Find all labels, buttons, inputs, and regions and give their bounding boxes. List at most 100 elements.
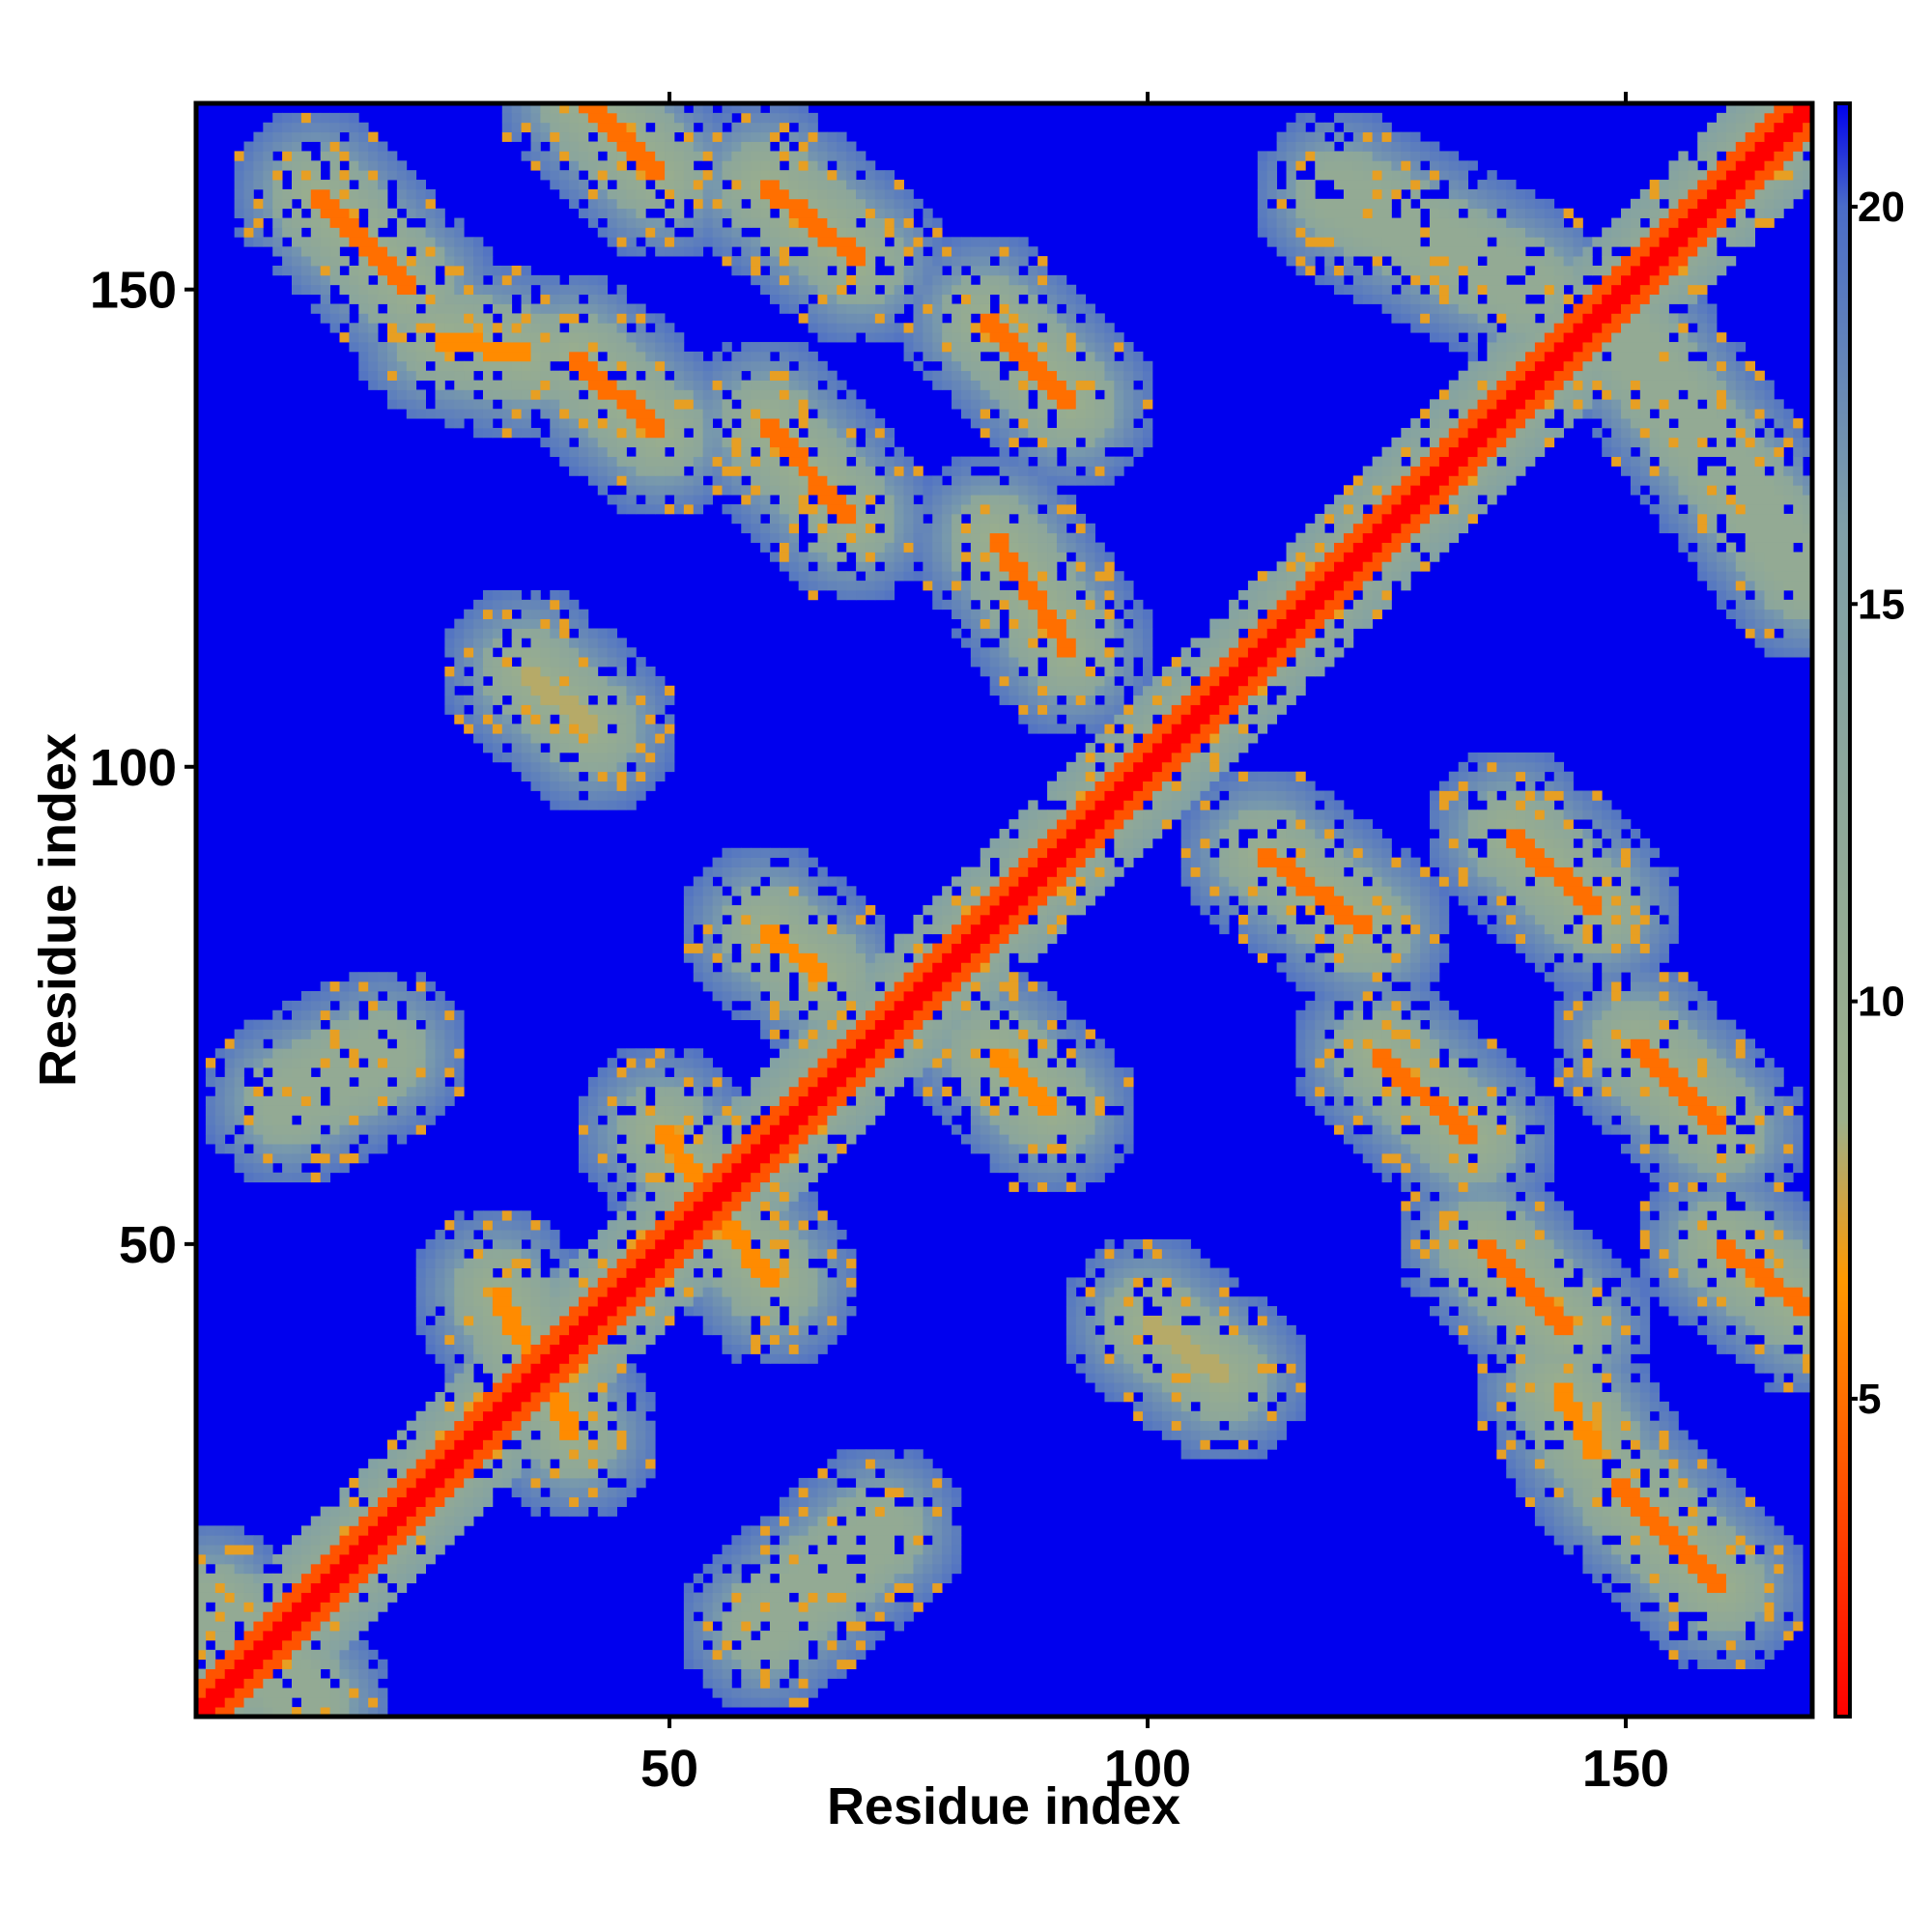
heatmap-cell	[1467, 1210, 1497, 1221]
heatmap-cell	[722, 1315, 732, 1326]
heatmap-cell	[1238, 1306, 1249, 1317]
heatmap-cell	[1668, 1115, 1679, 1125]
heatmap-cell	[1592, 1334, 1603, 1346]
heatmap-cell	[779, 1697, 790, 1708]
heatmap-cell	[1487, 1401, 1497, 1412]
heatmap-cell	[731, 1334, 742, 1346]
heatmap-cell	[798, 1038, 809, 1049]
heatmap-cell	[1477, 1277, 1488, 1288]
heatmap-cell	[1678, 1306, 1689, 1317]
heatmap-cell	[760, 1191, 771, 1202]
heatmap-cell	[827, 1592, 847, 1603]
heatmap-cell	[673, 1162, 704, 1174]
heatmap-cell	[1047, 1162, 1058, 1174]
heatmap-cell	[1477, 1162, 1488, 1174]
heatmap-cell	[1114, 1277, 1124, 1288]
heatmap-cell	[587, 1086, 599, 1097]
heatmap-cell	[1362, 1067, 1374, 1078]
heatmap-cell	[1420, 1134, 1431, 1145]
heatmap-cell	[808, 1267, 818, 1278]
heatmap-cell	[1553, 1267, 1565, 1278]
heatmap-cell	[1448, 1162, 1460, 1174]
heatmap-cell	[1764, 1086, 1775, 1097]
heatmap-cell	[1506, 1392, 1517, 1403]
heatmap-cell	[960, 990, 972, 1002]
heatmap-cell	[1219, 1306, 1230, 1317]
heatmap-cell	[1410, 1038, 1421, 1049]
heatmap-cell	[837, 1324, 847, 1336]
heatmap-cell	[1114, 1334, 1124, 1346]
heatmap-cell	[1018, 1000, 1029, 1011]
heatmap-cell	[1238, 1420, 1249, 1431]
heatmap-cell	[444, 1430, 465, 1440]
heatmap-cell	[569, 1258, 580, 1268]
heatmap-cell	[291, 1535, 302, 1546]
heatmap-cell	[1725, 1659, 1737, 1669]
heatmap-cell	[1649, 1554, 1661, 1565]
heatmap-cell	[1582, 1535, 1593, 1546]
heatmap-cell	[932, 1487, 943, 1498]
heatmap-cell	[1707, 1582, 1727, 1593]
heatmap-cell	[1639, 1067, 1651, 1078]
heatmap-cell	[1783, 1315, 1794, 1326]
heatmap-cell	[550, 1238, 560, 1250]
heatmap-cell	[1725, 1545, 1737, 1555]
heatmap-cell	[1659, 1000, 1669, 1011]
heatmap-cell	[196, 1621, 235, 1632]
heatmap-cell	[741, 1631, 752, 1641]
heatmap-cell	[655, 1267, 675, 1278]
heatmap-cell	[1487, 1230, 1497, 1240]
heatmap-cell	[243, 1162, 254, 1174]
heatmap-cell	[1688, 1230, 1698, 1240]
heatmap-cell	[1573, 1468, 1583, 1479]
heatmap-cell	[1592, 1516, 1603, 1526]
heatmap-cell	[1487, 1315, 1497, 1326]
heatmap-cell	[1659, 1009, 1669, 1021]
heatmap-cell	[1602, 1545, 1612, 1555]
heatmap-cell	[1065, 1353, 1077, 1364]
heatmap-cell	[1544, 1401, 1555, 1412]
heatmap-cell	[1180, 1410, 1191, 1422]
heatmap-cell	[980, 1029, 991, 1039]
heatmap-cell	[1123, 1324, 1134, 1336]
heatmap-cell	[779, 1563, 790, 1575]
heatmap-cell	[253, 1115, 264, 1125]
heatmap-cell	[214, 1525, 226, 1536]
heatmap-cell	[1803, 1210, 1813, 1221]
heatmap-cell	[425, 1545, 436, 1555]
heatmap-cell	[339, 1535, 359, 1546]
heatmap-cell	[1506, 1124, 1517, 1135]
heatmap-cell	[1219, 1430, 1230, 1440]
heatmap-cell	[1707, 1659, 1718, 1669]
heatmap-cell	[1467, 1344, 1478, 1354]
heatmap-cell	[1697, 1067, 1708, 1078]
heatmap-cell	[817, 1248, 828, 1260]
heatmap-cell	[310, 1516, 322, 1526]
heatmap-cell	[368, 1468, 379, 1479]
heatmap-cell	[741, 1210, 752, 1221]
heatmap-cell	[530, 1410, 541, 1422]
heatmap-cell	[435, 1029, 445, 1039]
heatmap-cell	[1094, 1152, 1105, 1164]
heatmap-cell	[827, 1459, 838, 1469]
heatmap-cell	[913, 1563, 923, 1575]
heatmap-cell	[1487, 1344, 1497, 1354]
heatmap-cell	[999, 972, 1009, 982]
heatmap-cell	[846, 1048, 876, 1059]
heatmap-cell	[550, 1468, 560, 1479]
heatmap-cell	[1430, 1172, 1440, 1183]
heatmap-cell	[196, 1631, 207, 1641]
heatmap-cell	[1534, 1373, 1546, 1383]
heatmap-cell	[1391, 1095, 1402, 1106]
heatmap-cell	[1621, 1554, 1632, 1565]
heatmap-cell	[1659, 1296, 1669, 1307]
heatmap-cell	[349, 1649, 359, 1661]
heatmap-cell	[1525, 1410, 1536, 1422]
heatmap-cell	[827, 1324, 838, 1336]
heatmap-cell	[1764, 1296, 1775, 1307]
heatmap-cell	[1754, 1506, 1765, 1517]
heatmap-cell	[788, 1038, 800, 1049]
heatmap-cell	[788, 1162, 800, 1174]
heatmap-cell	[205, 1067, 216, 1078]
heatmap-cell	[473, 1401, 494, 1412]
